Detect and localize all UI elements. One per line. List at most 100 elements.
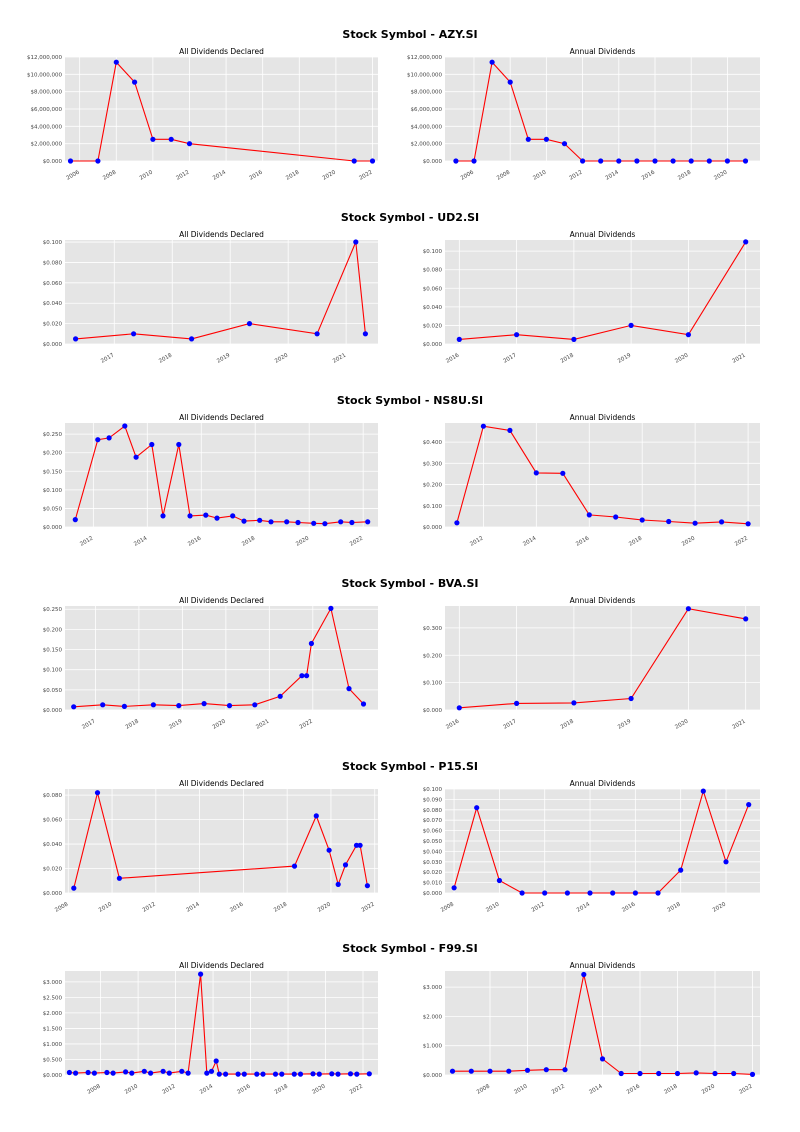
data-point: [731, 1070, 737, 1077]
y-tick-label: $0.100: [43, 240, 63, 246]
y-tick-label: $0.000: [43, 1073, 63, 1079]
x-tick-label: 2008: [54, 901, 70, 913]
x-tick-label: 2021: [732, 353, 747, 365]
data-point: [637, 1070, 643, 1077]
panel-title: All Dividends Declared: [179, 961, 264, 970]
y-tick-label: $3.000: [423, 985, 443, 991]
data-point: [456, 336, 462, 342]
x-tick-label: 2018: [285, 169, 301, 181]
data-point: [666, 518, 672, 525]
data-point: [201, 701, 207, 707]
data-point: [514, 700, 520, 707]
data-point: [277, 693, 283, 699]
stock-title: Stock Symbol - AZY.SI: [342, 28, 477, 41]
y-tick-label: $0.020: [43, 867, 63, 873]
x-tick-label: 2010: [98, 901, 114, 913]
x-tick-label: 2021: [332, 353, 347, 365]
data-point: [214, 515, 220, 521]
data-point: [310, 1071, 316, 1077]
y-tick-label: $0.100: [423, 681, 443, 687]
data-point: [685, 606, 692, 612]
data-point: [507, 79, 513, 85]
panel-title: Annual Dividends: [570, 47, 636, 56]
x-tick-label: 2019: [168, 718, 184, 730]
panel-title: Annual Dividends: [570, 230, 636, 239]
series-line: [74, 425, 368, 525]
x-tick-label: 2014: [605, 169, 621, 181]
y-tick-label: $0.100: [423, 787, 443, 793]
series-line: [459, 241, 747, 340]
panel-title: Annual Dividends: [570, 413, 636, 422]
data-point: [223, 1071, 229, 1077]
x-tick-label: 2020: [311, 1083, 327, 1095]
data-point: [743, 616, 749, 622]
y-tick-label: $0.040: [43, 301, 63, 307]
x-tick-label: 2021: [255, 719, 270, 731]
data-point: [543, 1067, 549, 1073]
data-point: [291, 863, 298, 869]
data-point: [204, 1070, 210, 1076]
x-tick-label: 2017: [81, 718, 97, 730]
data-point: [166, 1070, 172, 1076]
x-tick-label: 2022: [349, 1084, 364, 1096]
data-point: [480, 423, 486, 429]
data-point: [94, 790, 101, 796]
data-point: [272, 1071, 279, 1077]
y-tick-label: $8,000,000: [411, 90, 443, 96]
data-point: [72, 517, 78, 523]
x-tick-label: 2018: [560, 718, 576, 730]
stock-row: Stock Symbol - BVA.SI All Dividends Decla…: [43, 577, 760, 731]
data-point: [216, 1071, 222, 1077]
data-point: [203, 512, 209, 518]
x-tick-label: 2012: [142, 902, 157, 914]
data-point: [314, 331, 320, 337]
x-tick-label: 2014: [199, 1083, 215, 1095]
data-point: [351, 158, 357, 164]
plot-area: [445, 423, 760, 527]
y-tick-label: $0.200: [43, 451, 63, 457]
x-tick-label: 2012: [551, 1084, 566, 1096]
data-point: [453, 158, 459, 164]
stock-title: Stock Symbol - UD2.SI: [341, 211, 479, 224]
x-tick-label: 2022: [349, 536, 364, 548]
data-point: [616, 158, 622, 164]
x-tick-label: 2012: [568, 170, 583, 182]
x-tick-label: 2008: [440, 901, 456, 913]
x-tick-label: 2018: [560, 352, 576, 364]
y-tick-label: $0.050: [43, 688, 63, 694]
y-tick-label: $0.150: [43, 648, 63, 654]
data-point: [132, 79, 138, 85]
panel-title: Annual Dividends: [570, 596, 636, 605]
data-point: [313, 813, 319, 819]
data-point: [230, 513, 236, 519]
data-point: [360, 701, 367, 707]
data-point: [168, 136, 174, 142]
x-tick-label: 2010: [513, 1083, 529, 1095]
data-point: [121, 703, 127, 710]
stock-row: Stock Symbol - NS8U.SI All Dividends Decl…: [43, 394, 760, 548]
data-point: [656, 1070, 662, 1077]
y-tick-label: $0.000: [43, 159, 63, 165]
panel-title: All Dividends Declared: [179, 596, 264, 605]
x-tick-label: 2016: [187, 535, 203, 547]
y-tick-label: $0.150: [43, 469, 63, 475]
x-tick-label: 2016: [445, 718, 461, 730]
data-point: [322, 521, 328, 527]
x-tick-label: 2020: [712, 901, 728, 913]
panel-title: Annual Dividends: [570, 961, 636, 970]
data-point: [329, 1071, 335, 1077]
data-point: [743, 239, 749, 245]
data-point: [304, 673, 310, 679]
y-tick-label: $6,000,000: [411, 107, 443, 113]
x-tick-label: 2016: [229, 901, 245, 913]
stock-row: Stock Symbol - UD2.SI All Dividends Decla…: [43, 211, 760, 365]
data-point: [252, 702, 258, 708]
x-tick-label: 2010: [532, 169, 548, 181]
data-point: [357, 842, 363, 848]
data-point: [73, 1070, 79, 1076]
x-tick-label: 2012: [79, 536, 94, 548]
y-tick-label: $6,000,000: [31, 107, 63, 113]
data-point: [110, 1070, 116, 1076]
x-tick-label: 2008: [476, 1083, 492, 1095]
chart-panel: All Dividends Declared $0.000 $0.050 $0.100…: [43, 413, 378, 548]
